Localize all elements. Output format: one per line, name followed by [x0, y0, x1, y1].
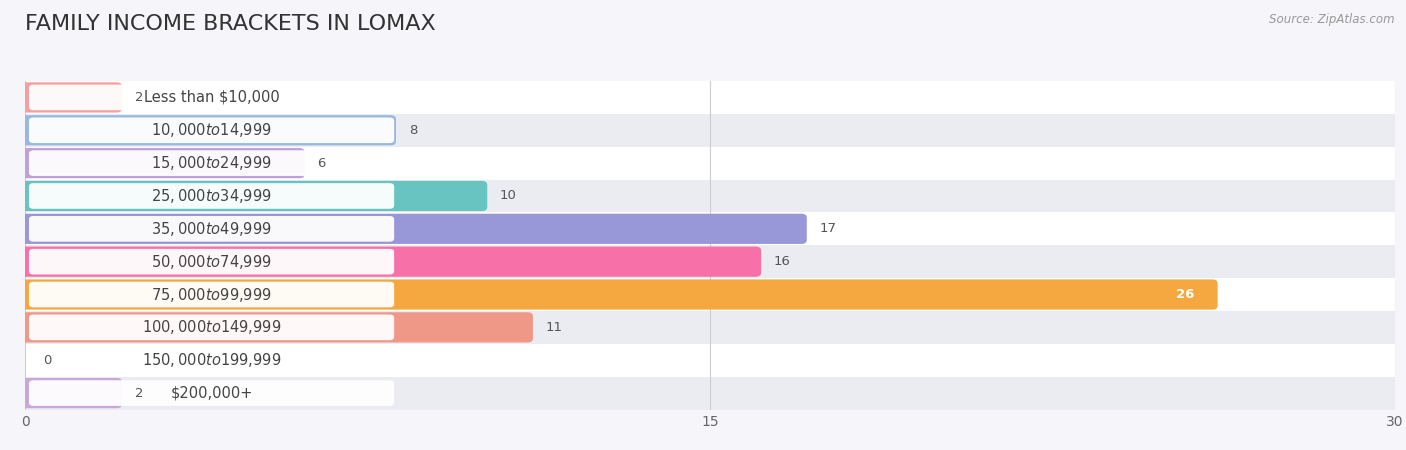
FancyBboxPatch shape — [20, 214, 807, 244]
FancyBboxPatch shape — [20, 312, 533, 342]
Text: FAMILY INCOME BRACKETS IN LOMAX: FAMILY INCOME BRACKETS IN LOMAX — [25, 14, 436, 33]
FancyBboxPatch shape — [20, 378, 122, 408]
Text: $25,000 to $34,999: $25,000 to $34,999 — [150, 187, 271, 205]
FancyBboxPatch shape — [20, 279, 1218, 310]
Text: 16: 16 — [773, 255, 790, 268]
FancyBboxPatch shape — [20, 115, 396, 145]
FancyBboxPatch shape — [30, 183, 394, 209]
Text: $200,000+: $200,000+ — [170, 386, 253, 400]
Bar — [25, 344, 1395, 377]
FancyBboxPatch shape — [20, 148, 305, 178]
FancyBboxPatch shape — [20, 181, 488, 211]
FancyBboxPatch shape — [30, 249, 394, 274]
Bar — [25, 114, 1395, 147]
Bar — [25, 212, 1395, 245]
Text: $15,000 to $24,999: $15,000 to $24,999 — [150, 154, 271, 172]
FancyBboxPatch shape — [30, 282, 394, 307]
Text: 11: 11 — [546, 321, 562, 334]
Text: 26: 26 — [1175, 288, 1194, 301]
FancyBboxPatch shape — [30, 117, 394, 143]
Text: 10: 10 — [501, 189, 517, 202]
Text: $150,000 to $199,999: $150,000 to $199,999 — [142, 351, 281, 369]
Text: Source: ZipAtlas.com: Source: ZipAtlas.com — [1270, 14, 1395, 27]
Bar — [25, 81, 1395, 114]
Text: 2: 2 — [135, 91, 143, 104]
Text: 8: 8 — [409, 124, 418, 137]
Bar — [25, 278, 1395, 311]
Text: $35,000 to $49,999: $35,000 to $49,999 — [150, 220, 271, 238]
FancyBboxPatch shape — [30, 347, 394, 373]
Bar — [25, 377, 1395, 410]
Text: $10,000 to $14,999: $10,000 to $14,999 — [150, 121, 271, 140]
Text: 6: 6 — [318, 157, 326, 170]
Bar — [25, 245, 1395, 278]
Bar — [25, 147, 1395, 180]
Text: Less than $10,000: Less than $10,000 — [143, 90, 280, 105]
Text: 17: 17 — [820, 222, 837, 235]
Text: 0: 0 — [44, 354, 52, 367]
Text: $75,000 to $99,999: $75,000 to $99,999 — [150, 286, 271, 303]
Text: 2: 2 — [135, 387, 143, 400]
Text: $50,000 to $74,999: $50,000 to $74,999 — [150, 253, 271, 271]
FancyBboxPatch shape — [30, 380, 394, 406]
FancyBboxPatch shape — [30, 85, 394, 110]
Text: $100,000 to $149,999: $100,000 to $149,999 — [142, 319, 281, 337]
FancyBboxPatch shape — [30, 150, 394, 176]
FancyBboxPatch shape — [30, 315, 394, 340]
FancyBboxPatch shape — [30, 216, 394, 242]
Bar — [25, 311, 1395, 344]
FancyBboxPatch shape — [20, 82, 122, 112]
FancyBboxPatch shape — [20, 247, 761, 277]
Bar — [25, 180, 1395, 212]
